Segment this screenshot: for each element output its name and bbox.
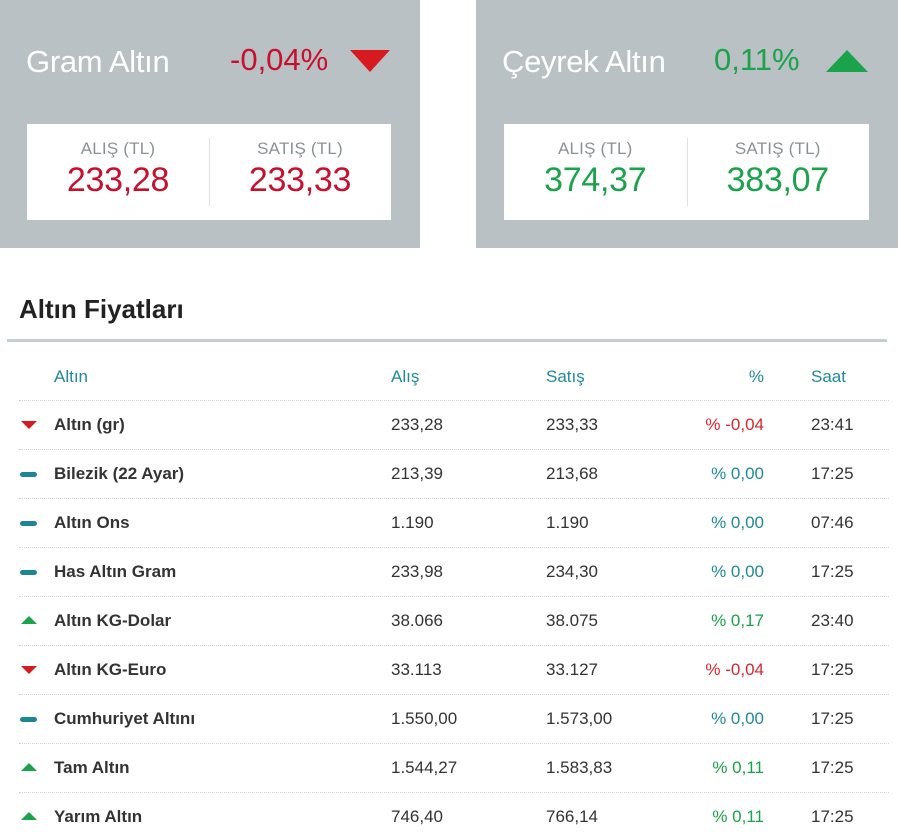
section-title: Altın Fiyatları <box>19 294 184 324</box>
row-saat: 17:25 <box>811 464 854 483</box>
trend-up-icon <box>826 50 868 72</box>
header-saat[interactable]: Saat <box>811 367 846 386</box>
trend-flat-icon <box>20 472 37 477</box>
satis-value: 233,33 <box>248 161 352 199</box>
row-alis: 233,28 <box>391 415 443 434</box>
row-name[interactable]: Altın KG-Euro <box>54 660 167 679</box>
table-row[interactable]: Cumhuriyet Altını 1.550,00 1.573,00 % 0,00 1… <box>19 695 889 744</box>
row-satis: 213,68 <box>546 464 598 483</box>
alis-column: ALIŞ (TL) 233,28 <box>27 124 209 220</box>
row-name[interactable]: Tam Altın <box>54 758 130 777</box>
row-name[interactable]: Has Altın Gram <box>54 562 177 581</box>
row-percent: % 0,00 <box>711 513 764 532</box>
row-saat: 17:25 <box>811 807 854 826</box>
row-saat: 23:40 <box>811 611 854 630</box>
price-box: ALIŞ (TL) 233,28 SATIŞ (TL) 233,33 <box>27 124 391 220</box>
trend-down-icon <box>21 666 37 674</box>
table-row[interactable]: Yarım Altın 746,40 766,14 % 0,11 17:25 <box>19 793 889 840</box>
trend-flat-icon <box>20 521 37 526</box>
satis-label: SATIŞ (TL) <box>257 139 343 158</box>
row-alis: 746,40 <box>391 807 443 826</box>
table-row[interactable]: Altın Ons 1.190 1.190 % 0,00 07:46 <box>19 499 889 548</box>
trend-down-icon <box>350 50 390 72</box>
alis-value: 233,28 <box>66 161 170 199</box>
table-body: Altın (gr) 233,28 233,33 % -0,04 23:41 Bilezi… <box>19 401 889 840</box>
row-alis: 1.544,27 <box>391 758 458 777</box>
row-satis: 1.583,83 <box>546 758 613 777</box>
row-alis: 233,98 <box>391 562 443 581</box>
row-percent: % 0,17 <box>711 611 764 630</box>
row-percent: % 0,00 <box>711 709 764 728</box>
table-row[interactable]: Altın KG-Euro 33.113 33.127 % -0,04 17:25 <box>19 646 889 695</box>
trend-up-icon <box>21 812 37 820</box>
row-satis: 1.190 <box>546 513 589 532</box>
table-header: Altın Alış Satış % Saat <box>19 352 889 401</box>
trend-up-icon <box>21 763 37 771</box>
row-name[interactable]: Altın (gr) <box>54 415 125 434</box>
row-satis: 33.127 <box>546 660 598 679</box>
card-title: Çeyrek Altın <box>502 44 666 79</box>
row-saat: 07:46 <box>811 513 854 532</box>
row-percent: % -0,04 <box>705 660 764 679</box>
row-percent: % 0,00 <box>711 562 764 581</box>
row-percent: % -0,04 <box>705 415 764 434</box>
alis-column: ALIŞ (TL) 374,37 <box>504 124 687 220</box>
table-row[interactable]: Bilezik (22 Ayar) 213,39 213,68 % 0,00 17:25 <box>19 450 889 499</box>
row-name[interactable]: Altın Ons <box>54 513 130 532</box>
satis-column: SATIŞ (TL) 383,07 <box>686 124 870 220</box>
row-name[interactable]: Altın KG-Dolar <box>54 611 172 630</box>
row-saat: 23:41 <box>811 415 854 434</box>
trend-up-icon <box>21 616 37 624</box>
card-change-percent: -0,04% <box>230 42 329 77</box>
trend-flat-icon <box>20 570 37 575</box>
row-name[interactable]: Yarım Altın <box>54 807 143 826</box>
trend-flat-icon <box>20 717 37 722</box>
row-saat: 17:25 <box>811 562 854 581</box>
satis-value: 383,07 <box>726 161 830 199</box>
header-alis[interactable]: Alış <box>391 367 420 386</box>
gram-altin-card[interactable]: Gram Altın -0,04% ALIŞ (TL) 233,28 SATIŞ… <box>0 0 420 248</box>
row-satis: 38.075 <box>546 611 598 630</box>
header-satis[interactable]: Satış <box>546 367 585 386</box>
row-alis: 1.550,00 <box>391 709 458 728</box>
header-percent[interactable]: % <box>748 367 764 386</box>
table-row[interactable]: Has Altın Gram 233,98 234,30 % 0,00 17:25 <box>19 548 889 597</box>
price-box: ALIŞ (TL) 374,37 SATIŞ (TL) 383,07 <box>504 124 869 220</box>
row-alis: 1.190 <box>391 513 434 532</box>
table-row[interactable]: Tam Altın 1.544,27 1.583,83 % 0,11 17:25 <box>19 744 889 793</box>
row-satis: 234,30 <box>546 562 598 581</box>
alis-value: 374,37 <box>544 161 647 199</box>
row-name[interactable]: Bilezik (22 Ayar) <box>54 464 185 483</box>
alis-label: ALIŞ (TL) <box>557 139 633 158</box>
row-alis: 33.113 <box>391 660 442 679</box>
row-saat: 17:25 <box>811 660 854 679</box>
row-percent: % 0,00 <box>711 464 764 483</box>
row-percent: % 0,11 <box>712 758 764 777</box>
row-satis: 233,33 <box>546 415 598 434</box>
satis-label: SATIŞ (TL) <box>734 139 821 158</box>
table-row[interactable]: Altın (gr) 233,28 233,33 % -0,04 23:41 <box>19 401 889 450</box>
card-title: Gram Altın <box>26 44 170 79</box>
header-altin[interactable]: Altın <box>54 367 89 386</box>
row-name[interactable]: Cumhuriyet Altını <box>54 709 196 728</box>
row-alis: 38.066 <box>391 611 443 630</box>
trend-down-icon <box>21 421 37 429</box>
row-saat: 17:25 <box>811 709 854 728</box>
satis-column: SATIŞ (TL) 233,33 <box>209 124 391 220</box>
section-divider <box>7 339 887 342</box>
ceyrek-altin-card[interactable]: Çeyrek Altın 0,11% ALIŞ (TL) 374,37 SATI… <box>476 0 898 248</box>
card-change-percent: 0,11% <box>714 42 800 77</box>
row-alis: 213,39 <box>391 464 443 483</box>
gold-prices-table: Altın Alış Satış % Saat Altın (gr) 233,28… <box>19 352 889 840</box>
table-row[interactable]: Altın KG-Dolar 38.066 38.075 % 0,17 23:40 <box>19 597 889 646</box>
row-saat: 17:25 <box>811 758 854 777</box>
alis-label: ALIŞ (TL) <box>80 139 156 158</box>
row-satis: 766,14 <box>546 807 598 826</box>
row-percent: % 0,11 <box>712 807 764 826</box>
row-satis: 1.573,00 <box>546 709 613 728</box>
